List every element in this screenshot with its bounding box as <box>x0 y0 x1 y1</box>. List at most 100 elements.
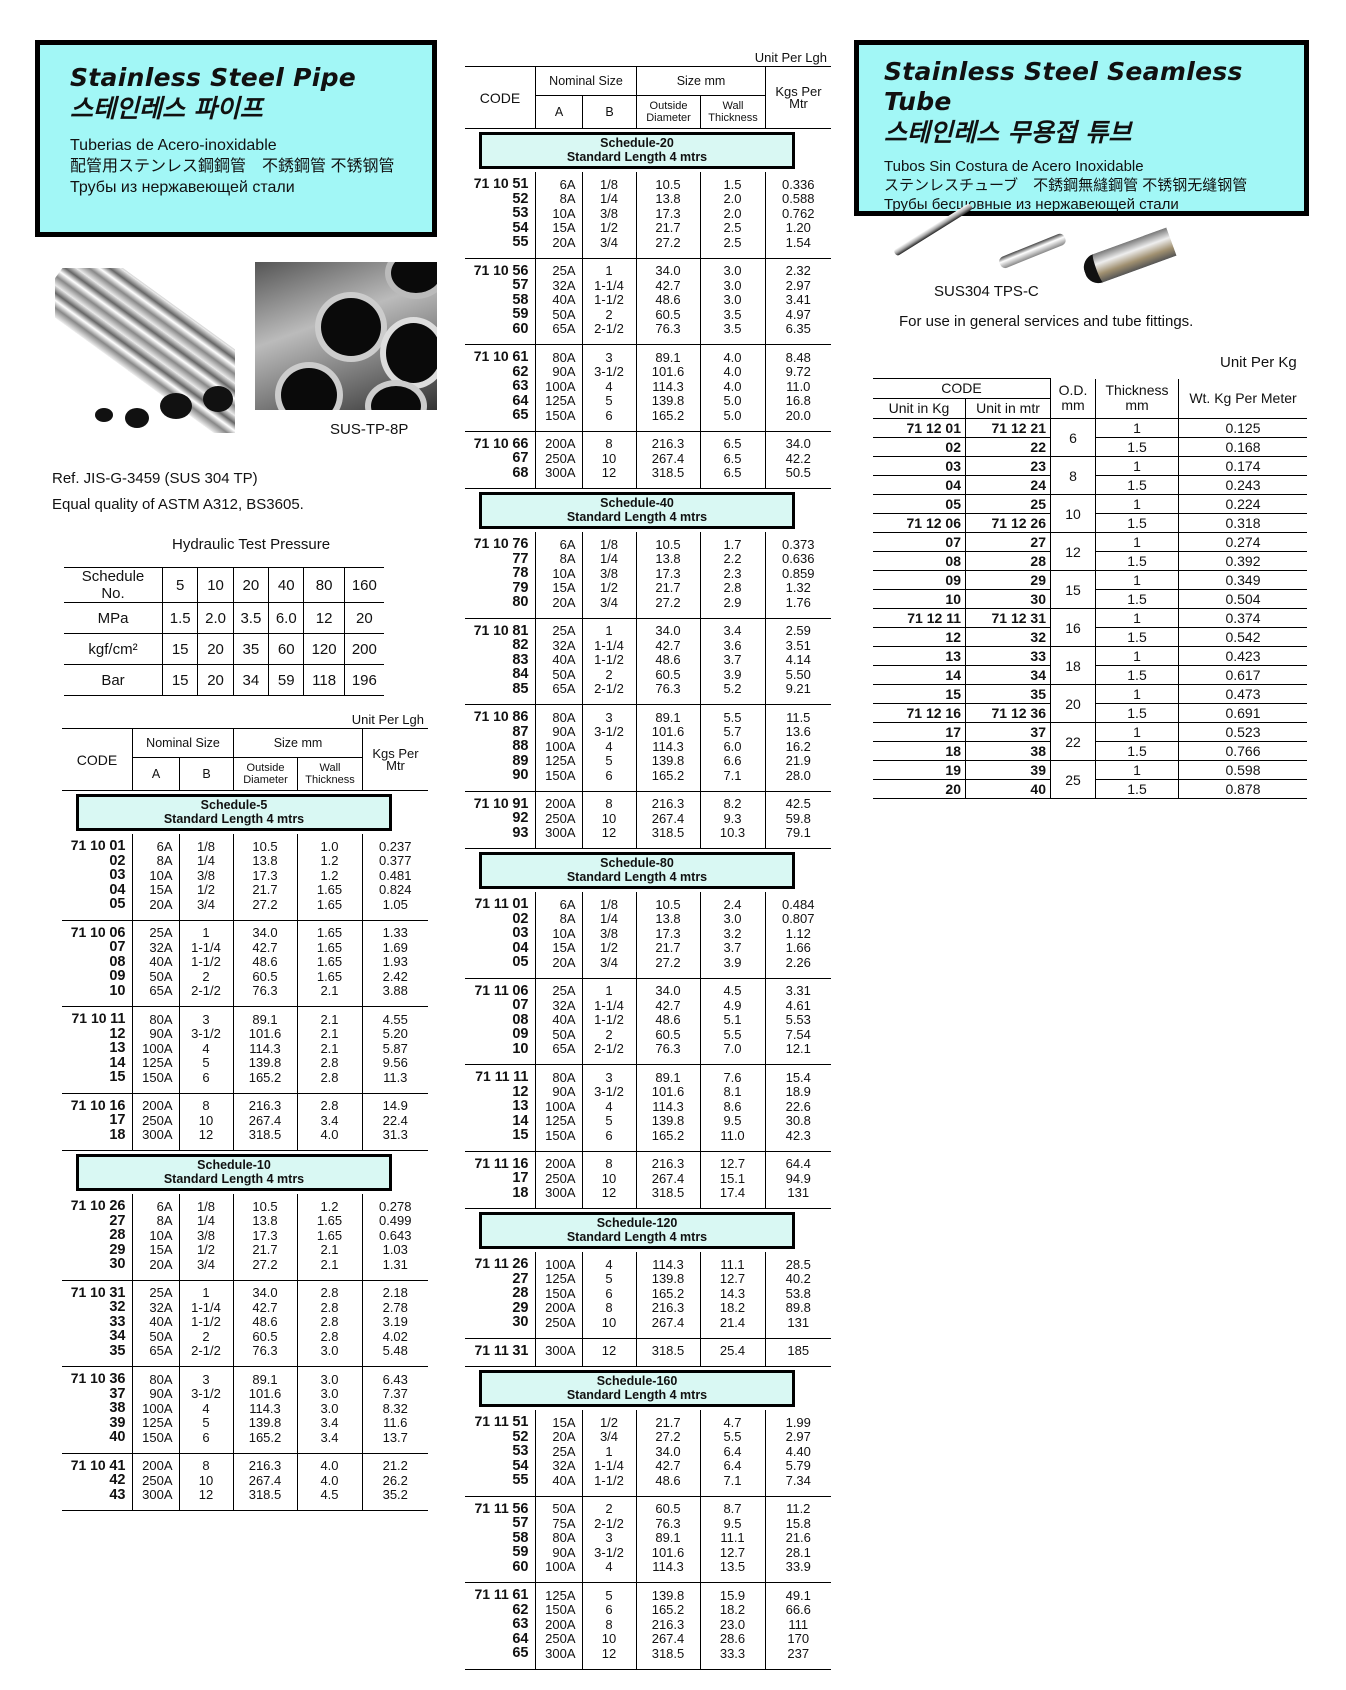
pressure-row-label: kgf/cm² <box>64 633 163 665</box>
kgs-per-mtr: 12.1 <box>764 1041 831 1065</box>
outside-diameter: 267.4 <box>635 451 700 466</box>
item-code: 71 11 06 <box>465 979 535 999</box>
kgs-per-mtr: 1.54 <box>764 235 831 258</box>
outside-diameter: 76.3 <box>635 321 700 345</box>
code-prefix: 71 11 <box>474 1586 509 1602</box>
wall-thickness: 3.9 <box>699 955 765 978</box>
code-unit-kg: 08 <box>873 551 966 571</box>
nominal-a: 15A <box>131 1242 179 1257</box>
wall-thickness: 21.4 <box>699 1315 765 1338</box>
table-row: 29 15A 1/2 21.7 2.1 1.03 <box>62 1242 428 1257</box>
kgs-per-mtr: 6.43 <box>361 1367 428 1387</box>
wall-thickness: 3.0 <box>699 258 765 278</box>
code-unit-kg: 71 12 11 <box>873 608 966 628</box>
code-suffix: 15 <box>512 1127 529 1143</box>
kgs-per-mtr: 28.5 <box>764 1252 831 1272</box>
code-suffix: 27 <box>512 1270 529 1287</box>
nominal-b: 3 <box>581 1530 636 1545</box>
code-suffix: 51 <box>512 176 529 192</box>
code-group: 71 11 06 25A 1 34.0 4.5 3.31 07 32A 1-1/4 42.7 4.9… <box>465 978 831 1065</box>
code-suffix: 31 <box>512 1342 529 1359</box>
code-suffix: 59 <box>512 306 529 322</box>
wall-thickness: 4.7 <box>699 1410 765 1430</box>
nominal-a: 300A <box>534 1338 582 1367</box>
thickness: 1 <box>1095 532 1179 552</box>
table-row: 71 10 81 25A 1 34.0 3.4 2.59 <box>465 618 831 638</box>
thickness: 1.5 <box>1095 551 1179 571</box>
wall-thickness: 3.4 <box>296 1430 362 1453</box>
code-suffix: 57 <box>512 1515 529 1531</box>
code-suffix: 55 <box>512 234 529 250</box>
nominal-a: 15A <box>534 1410 582 1430</box>
outside-diameter: 139.8 <box>635 1583 700 1603</box>
outside-diameter: 34.0 <box>232 1280 297 1300</box>
wall-thickness: 6.5 <box>699 431 765 451</box>
table-row: 09 50A 2 60.5 1.65 2.42 <box>62 969 428 984</box>
table-row: 89 125A 5 139.8 6.6 21.9 <box>465 753 831 768</box>
code-suffix: 56 <box>512 262 529 279</box>
wall-thickness: 12.7 <box>699 1545 765 1560</box>
kgs-per-mtr: 111 <box>764 1617 831 1632</box>
nominal-b: 1/4 <box>178 1213 233 1228</box>
kgs-per-mtr: 79.1 <box>764 825 831 849</box>
header-kgs-per-mtr: Kgs Per Mtr <box>765 67 831 128</box>
item-code: 71 10 41 <box>62 1454 132 1474</box>
code-unit-mtr: 29 <box>965 570 1051 590</box>
table-row: 64 125A 5 139.8 5.0 16.8 <box>465 393 831 408</box>
item-code: 71 10 56 <box>465 259 535 279</box>
nominal-b: 3/8 <box>581 206 636 221</box>
kgs-per-mtr: 9.21 <box>764 681 831 705</box>
nominal-a: 40A <box>534 1473 582 1496</box>
nominal-b: 1-1/4 <box>581 1458 636 1473</box>
table-row: 57 32A 1-1/4 42.7 3.0 2.97 <box>465 278 831 293</box>
pipe-table-left: Unit Per Lgh CODE Nominal Size Size mm Kgs P… <box>62 712 428 1511</box>
table-row: 12 32 1.5 0.542 <box>873 627 1307 647</box>
pressure-value: 2.0 <box>197 602 234 634</box>
code-suffix: 30 <box>109 1256 126 1272</box>
outside-diameter: 267.4 <box>232 1113 297 1128</box>
nominal-a: 8A <box>534 551 582 566</box>
wall-thickness: 3.5 <box>699 321 765 345</box>
outside-diameter: 139.8 <box>635 1271 700 1286</box>
outside-diameter: 10.5 <box>232 1194 297 1214</box>
code-suffix: 28 <box>512 1285 529 1301</box>
nominal-b: 3-1/2 <box>581 724 636 739</box>
thickness: 1 <box>1095 684 1179 704</box>
wall-thickness: 7.1 <box>699 768 765 791</box>
tube-usage-text: For use in general services and tube fit… <box>899 313 1194 330</box>
nominal-a: 10A <box>534 206 582 221</box>
wall-thickness: 1.5 <box>699 172 765 192</box>
wall-thickness: 9.5 <box>699 1516 765 1531</box>
outside-diameter: 17.3 <box>232 1228 297 1243</box>
pressure-value: 120 <box>303 633 345 665</box>
table-row: 34 50A 2 60.5 2.8 4.02 <box>62 1329 428 1344</box>
code-unit-mtr: 22 <box>965 437 1051 457</box>
nominal-b: 2 <box>581 667 636 682</box>
nominal-b: 1-1/4 <box>178 940 233 955</box>
outside-diameter: 13.8 <box>232 853 297 868</box>
tube-title-es: Tubos Sin Costura de Acero Inoxidable <box>884 158 1144 175</box>
code-prefix: 71 10 <box>473 708 509 724</box>
item-code: 15 <box>465 1128 535 1151</box>
outside-diameter: 17.3 <box>635 566 700 581</box>
nominal-a: 25A <box>534 618 582 638</box>
item-code: 04 <box>62 882 132 898</box>
kgs-per-mtr: 1.93 <box>361 954 428 969</box>
outside-diameter: 139.8 <box>232 1415 297 1430</box>
table-row: 58 80A 3 89.1 11.1 21.6 <box>465 1530 831 1545</box>
code-unit-kg: 15 <box>873 684 966 704</box>
outside-diameter: 42.7 <box>635 278 700 293</box>
code-suffix: 90 <box>512 767 529 783</box>
nominal-a: 65A <box>534 321 582 345</box>
tube-image-wide <box>1079 227 1177 288</box>
table-row: 32 32A 1-1/4 42.7 2.8 2.78 <box>62 1300 428 1315</box>
code-suffix: 10 <box>109 982 126 999</box>
code-suffix: 56 <box>512 1500 529 1517</box>
header-nominal-size: Nominal Size <box>535 67 636 96</box>
nominal-b: 3 <box>581 705 636 725</box>
nominal-a: 8A <box>534 911 582 926</box>
kgs-per-mtr: 3.31 <box>764 978 831 998</box>
kgs-per-mtr: 33.9 <box>764 1559 831 1583</box>
kgs-per-mtr: 7.54 <box>764 1027 831 1042</box>
nominal-a: 15A <box>534 580 582 595</box>
